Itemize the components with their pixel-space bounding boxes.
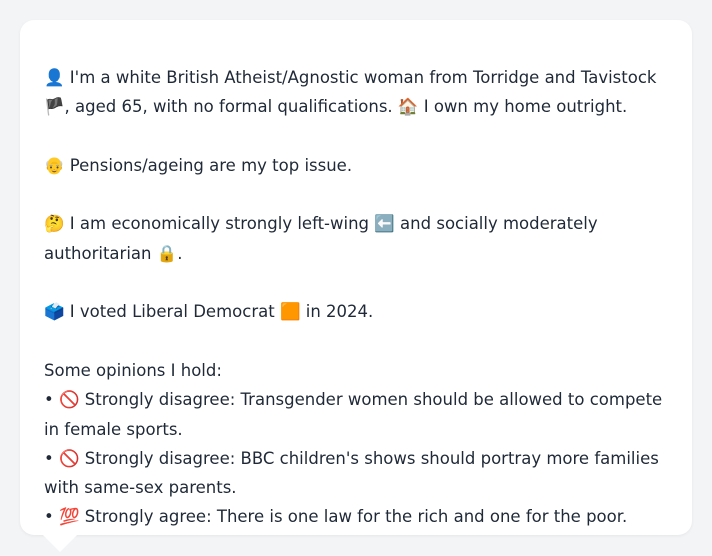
opinion-item: • 🚫 Strongly disagree: BBC children's sh… (44, 444, 668, 473)
politics-text-3: authoritarian (44, 243, 157, 263)
persona-card: 👤 I'm a white British Atheist/Agnostic w… (20, 20, 692, 535)
thinking-face-icon: 🤔 (44, 214, 65, 234)
home-text: I own my home outright. (418, 97, 628, 117)
opinion-item-continuation: with same-sex parents. (44, 478, 237, 498)
hundred-points-icon: 💯 (58, 507, 80, 527)
vote-paragraph: 🗳️ I voted Liberal Democrat 🟧 in 2024. (44, 297, 668, 326)
politics-line-2: authoritarian 🔒. (44, 239, 668, 268)
speech-bubble-tail (42, 534, 78, 552)
prohibited-icon: 🚫 (58, 448, 80, 468)
opinion-item: • 💯 Strongly agree: There is one law for… (44, 502, 668, 531)
england-flag-icon: 🏴 (44, 97, 65, 117)
bio-text-2: , aged 65, with no formal qualifications… (64, 97, 398, 117)
politics-text-2: and socially moderately (394, 214, 598, 234)
issue-text: Pensions/ageing are my top issue. (64, 155, 353, 175)
person-icon: 👤 (44, 68, 65, 87)
older-person-icon: 👴 (44, 155, 65, 175)
opinions-section: Some opinions I hold: • 🚫 Strongly disag… (44, 356, 668, 532)
opinion-item: • 🚫 Strongly disagree: Transgender women… (44, 385, 668, 414)
opinion-text-1: Strongly agree: There is one law for the… (79, 507, 628, 527)
bio-paragraph: 👤 I'm a white British Atheist/Agnostic w… (44, 63, 668, 122)
politics-line-1: 🤔 I am economically strongly left-wing ⬅… (44, 209, 668, 238)
bullet: • (44, 507, 59, 527)
bio-text-1: I'm a white British Atheist/Agnostic wom… (64, 68, 657, 87)
opinion-text-1: Strongly disagree: Transgender women sho… (79, 390, 663, 410)
house-icon: 🏠 (397, 97, 419, 117)
prohibited-icon: 🚫 (58, 390, 80, 410)
opinion-text-1: Strongly disagree: BBC children's shows … (79, 448, 659, 468)
lock-icon: 🔒 (156, 243, 178, 263)
bullet: • (44, 390, 59, 410)
bio-line-2: 🏴, aged 65, with no formal qualification… (44, 92, 668, 121)
bullet: • (44, 448, 59, 468)
orange-square-icon: 🟧 (279, 302, 301, 322)
ballot-box-icon: 🗳️ (44, 302, 65, 322)
politics-paragraph: 🤔 I am economically strongly left-wing ⬅… (44, 209, 668, 268)
issue-paragraph: 👴 Pensions/ageing are my top issue. (44, 151, 668, 180)
vote-text-1: I voted Liberal Democrat (64, 302, 280, 322)
politics-text-1: I am economically strongly left-wing (64, 214, 375, 234)
opinion-item-continuation: in female sports. (44, 419, 183, 439)
vote-text-2: in 2024. (300, 302, 374, 322)
opinions-heading: Some opinions I hold: (44, 360, 222, 380)
bio-line-1: 👤 I'm a white British Atheist/Agnostic w… (44, 63, 668, 92)
politics-text-4: . (177, 243, 183, 263)
left-arrow-icon: ⬅️ (374, 214, 395, 234)
